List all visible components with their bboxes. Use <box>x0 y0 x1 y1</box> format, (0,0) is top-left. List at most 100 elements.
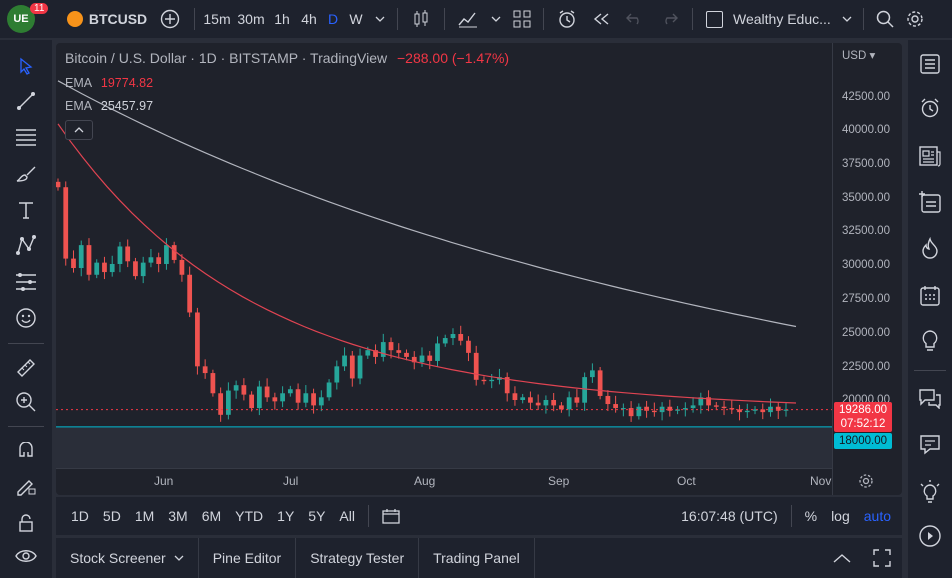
candle-body <box>535 402 541 406</box>
interval-1h[interactable]: 1h <box>274 11 290 27</box>
ema-slow-legend[interactable]: EMA 25457.97 <box>65 99 153 113</box>
watchlist-button[interactable] <box>914 48 946 80</box>
layout-dropdown[interactable] <box>837 0 857 38</box>
candle-body <box>574 397 580 403</box>
candle-body <box>620 408 626 410</box>
fib-tool[interactable] <box>10 120 42 152</box>
layout-toggle[interactable] <box>699 0 729 38</box>
tab-strategy-tester[interactable]: Strategy Tester <box>296 538 420 578</box>
chart-settings-button[interactable] <box>858 473 874 489</box>
alert-button[interactable] <box>550 0 584 38</box>
interval-4h[interactable]: 4h <box>301 11 317 27</box>
forecast-tool[interactable] <box>10 266 42 298</box>
last-price-badge: 19286.00 07:52:12 <box>834 402 892 432</box>
ema-fast-legend[interactable]: EMA 19774.82 <box>65 76 153 90</box>
range-3m[interactable]: 3M <box>168 508 188 524</box>
currency-selector[interactable]: USD ▾ <box>842 50 876 62</box>
replay-button[interactable] <box>584 0 618 38</box>
redo-button[interactable] <box>652 0 686 38</box>
templates-button[interactable] <box>507 0 537 38</box>
candle-body <box>272 397 278 402</box>
candle-body <box>682 408 688 410</box>
auto-scale-toggle[interactable]: auto <box>863 508 891 524</box>
range-1y[interactable]: 1Y <box>277 508 295 524</box>
pattern-tool[interactable] <box>10 229 42 261</box>
candle-body <box>504 377 510 394</box>
messages-button[interactable] <box>914 428 946 460</box>
interval-w[interactable]: W <box>349 11 363 27</box>
trend-line-tool[interactable] <box>10 85 42 117</box>
interval-30m[interactable]: 30m <box>237 11 265 27</box>
tab-pine-editor[interactable]: Pine Editor <box>199 538 297 578</box>
range-1m[interactable]: 1M <box>134 508 155 524</box>
expand-panel-button[interactable] <box>822 553 862 563</box>
lock-tool[interactable] <box>10 507 42 539</box>
indicators-dropdown[interactable] <box>485 0 507 38</box>
hotlists-button[interactable] <box>914 232 946 264</box>
price-tick: 42500.00 <box>842 91 890 103</box>
indicators-button[interactable] <box>451 0 485 38</box>
candle-body <box>342 355 347 367</box>
maximize-panel-button[interactable] <box>862 549 902 567</box>
interval-d[interactable]: D <box>327 11 339 27</box>
time-tick: Nov <box>810 474 832 488</box>
price-chart[interactable] <box>56 43 832 495</box>
stay-drawing-tool[interactable] <box>10 470 42 502</box>
candles-button[interactable] <box>404 0 438 38</box>
layout-name[interactable]: Wealthy Educ... <box>733 11 831 27</box>
undo-button[interactable] <box>618 0 652 38</box>
lightbulb-rays-icon <box>920 480 940 503</box>
utc-clock[interactable]: 16:07:48 (UTC) <box>681 508 778 524</box>
search-button[interactable] <box>870 0 900 38</box>
hide-tool[interactable] <box>10 540 42 572</box>
candle-body <box>349 355 355 379</box>
tradingview-logo[interactable]: UE 11 <box>0 0 49 38</box>
help-button[interactable] <box>914 476 946 508</box>
cursor-tool[interactable] <box>10 50 42 82</box>
stream-button[interactable] <box>914 520 946 552</box>
magnet-tool[interactable] <box>10 436 42 468</box>
top-toolbar: UE 11 BTCUSD 15m 30m 1h 4h D W <box>0 0 952 38</box>
log-scale-toggle[interactable]: log <box>831 508 850 524</box>
calendar-button[interactable] <box>914 280 946 312</box>
candle-body <box>357 355 363 379</box>
chats-button[interactable] <box>914 382 946 414</box>
text-tool[interactable] <box>10 194 42 226</box>
gear-icon <box>859 474 873 488</box>
chart-pane[interactable]: Bitcoin / U.S. Dollar · 1D · BITSTAMP · … <box>56 43 902 495</box>
gear-icon <box>907 11 923 27</box>
zoom-tool[interactable] <box>10 386 42 418</box>
percent-scale-toggle[interactable]: % <box>804 508 818 524</box>
divider <box>8 426 44 427</box>
candle-body <box>582 377 588 403</box>
interval-15m[interactable]: 15m <box>203 11 231 27</box>
range-all[interactable]: All <box>339 508 355 524</box>
range-6m[interactable]: 6M <box>201 508 222 524</box>
collapse-legend-button[interactable] <box>65 120 93 140</box>
calendar-range-icon <box>382 509 400 524</box>
range-ytd[interactable]: YTD <box>235 508 264 524</box>
date-range-button[interactable] <box>375 508 407 524</box>
brush-tool[interactable] <box>10 158 42 190</box>
compare-add-button[interactable] <box>152 0 188 38</box>
settings-button[interactable] <box>900 0 930 38</box>
ema-slow-value: 25457.97 <box>100 99 154 113</box>
range-5d[interactable]: 5D <box>102 508 121 524</box>
interval-dropdown[interactable] <box>369 0 391 38</box>
symbol-search[interactable]: BTCUSD <box>62 0 152 38</box>
price-axis[interactable]: USD ▾ <box>832 43 902 495</box>
ideas-button[interactable] <box>914 325 946 357</box>
candle-body <box>388 342 394 351</box>
range-1d[interactable]: 1D <box>71 508 89 524</box>
candle-body <box>613 404 618 409</box>
alerts-button[interactable] <box>914 92 946 124</box>
chevron-down-icon <box>174 555 184 561</box>
news-button[interactable] <box>914 140 946 172</box>
tab-stock-screener[interactable]: Stock Screener <box>56 538 199 578</box>
emoji-tool[interactable] <box>10 302 42 334</box>
watchlist-add-button[interactable] <box>914 186 946 218</box>
range-5y[interactable]: 5Y <box>308 508 326 524</box>
bitcoin-icon <box>66 11 83 27</box>
tab-trading-panel[interactable]: Trading Panel <box>419 538 535 578</box>
ruler-tool[interactable] <box>10 352 42 384</box>
